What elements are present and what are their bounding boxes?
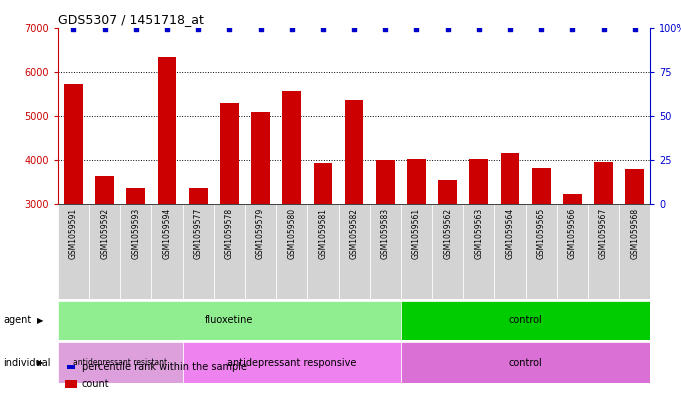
Text: count: count (82, 379, 110, 389)
Bar (619, 204, 650, 299)
Text: GSM1059561: GSM1059561 (412, 208, 421, 259)
Point (193, 26, 204, 32)
Bar (183, 342, 401, 383)
Bar (338, 204, 370, 299)
Bar (376, 160, 395, 337)
Bar (407, 159, 426, 337)
Point (536, 26, 547, 32)
Bar (127, 187, 145, 337)
Bar (469, 159, 488, 337)
Text: agent: agent (3, 315, 31, 325)
Text: individual: individual (3, 358, 51, 367)
Text: fluoxetine: fluoxetine (205, 315, 253, 325)
Text: ▶: ▶ (37, 316, 44, 325)
Point (286, 26, 297, 32)
Bar (370, 204, 401, 299)
Bar (307, 204, 338, 299)
Text: GSM1059582: GSM1059582 (349, 208, 359, 259)
Point (255, 26, 266, 32)
Point (629, 26, 640, 32)
Bar (151, 204, 183, 299)
Text: GSM1059562: GSM1059562 (443, 208, 452, 259)
Bar (501, 153, 520, 337)
Bar (95, 176, 114, 337)
Text: GSM1059583: GSM1059583 (381, 208, 390, 259)
Text: GSM1059578: GSM1059578 (225, 208, 234, 259)
Text: GSM1059581: GSM1059581 (319, 208, 328, 259)
Bar (345, 99, 364, 337)
Text: antidepressant responsive: antidepressant responsive (227, 358, 356, 367)
Text: GSM1059565: GSM1059565 (537, 208, 545, 259)
Point (473, 26, 484, 32)
Point (411, 26, 422, 32)
Point (161, 26, 172, 32)
Text: GSM1059566: GSM1059566 (568, 208, 577, 259)
Bar (251, 112, 270, 337)
Bar (625, 169, 644, 337)
Bar (463, 204, 494, 299)
Bar (494, 204, 526, 299)
Bar (588, 204, 619, 299)
Point (317, 26, 328, 32)
Bar (58, 342, 183, 383)
Text: percentile rank within the sample: percentile rank within the sample (82, 362, 247, 372)
Bar (89, 204, 121, 299)
Bar (401, 204, 432, 299)
Bar (563, 194, 582, 337)
Bar (557, 204, 588, 299)
Point (442, 26, 453, 32)
Bar (283, 91, 301, 337)
Text: GSM1059593: GSM1059593 (131, 208, 140, 259)
Bar (595, 162, 613, 337)
Point (130, 26, 141, 32)
Point (598, 26, 609, 32)
Bar (432, 204, 463, 299)
Point (224, 26, 235, 32)
Bar (220, 103, 239, 337)
Text: GSM1059563: GSM1059563 (475, 208, 484, 259)
Bar (121, 204, 151, 299)
Bar (214, 204, 245, 299)
Bar (189, 188, 208, 337)
Point (99, 26, 110, 32)
Text: GSM1059579: GSM1059579 (256, 208, 265, 259)
Bar (401, 301, 650, 340)
Point (505, 26, 516, 32)
Text: GSM1059591: GSM1059591 (69, 208, 78, 259)
Bar (439, 180, 457, 337)
Bar (245, 204, 276, 299)
Bar (313, 163, 332, 337)
Text: GSM1059577: GSM1059577 (193, 208, 203, 259)
Text: GSM1059592: GSM1059592 (100, 208, 109, 259)
Text: GSM1059564: GSM1059564 (505, 208, 515, 259)
Text: GDS5307 / 1451718_at: GDS5307 / 1451718_at (58, 13, 204, 26)
Text: GSM1059580: GSM1059580 (287, 208, 296, 259)
Bar (58, 204, 89, 299)
Bar (276, 204, 307, 299)
Point (567, 26, 578, 32)
Bar (58, 301, 401, 340)
Text: GSM1059568: GSM1059568 (630, 208, 639, 259)
Bar (158, 57, 176, 337)
Bar (64, 84, 83, 337)
Text: control: control (509, 315, 543, 325)
Bar (526, 204, 557, 299)
Point (68, 26, 79, 32)
Point (349, 26, 360, 32)
Point (380, 26, 391, 32)
Bar (183, 204, 214, 299)
Text: ▶: ▶ (37, 358, 44, 367)
Bar (532, 168, 550, 337)
Text: control: control (509, 358, 543, 367)
Bar (401, 342, 650, 383)
Text: antidepressant resistant: antidepressant resistant (73, 358, 168, 367)
Text: GSM1059594: GSM1059594 (163, 208, 172, 259)
Text: GSM1059567: GSM1059567 (599, 208, 608, 259)
